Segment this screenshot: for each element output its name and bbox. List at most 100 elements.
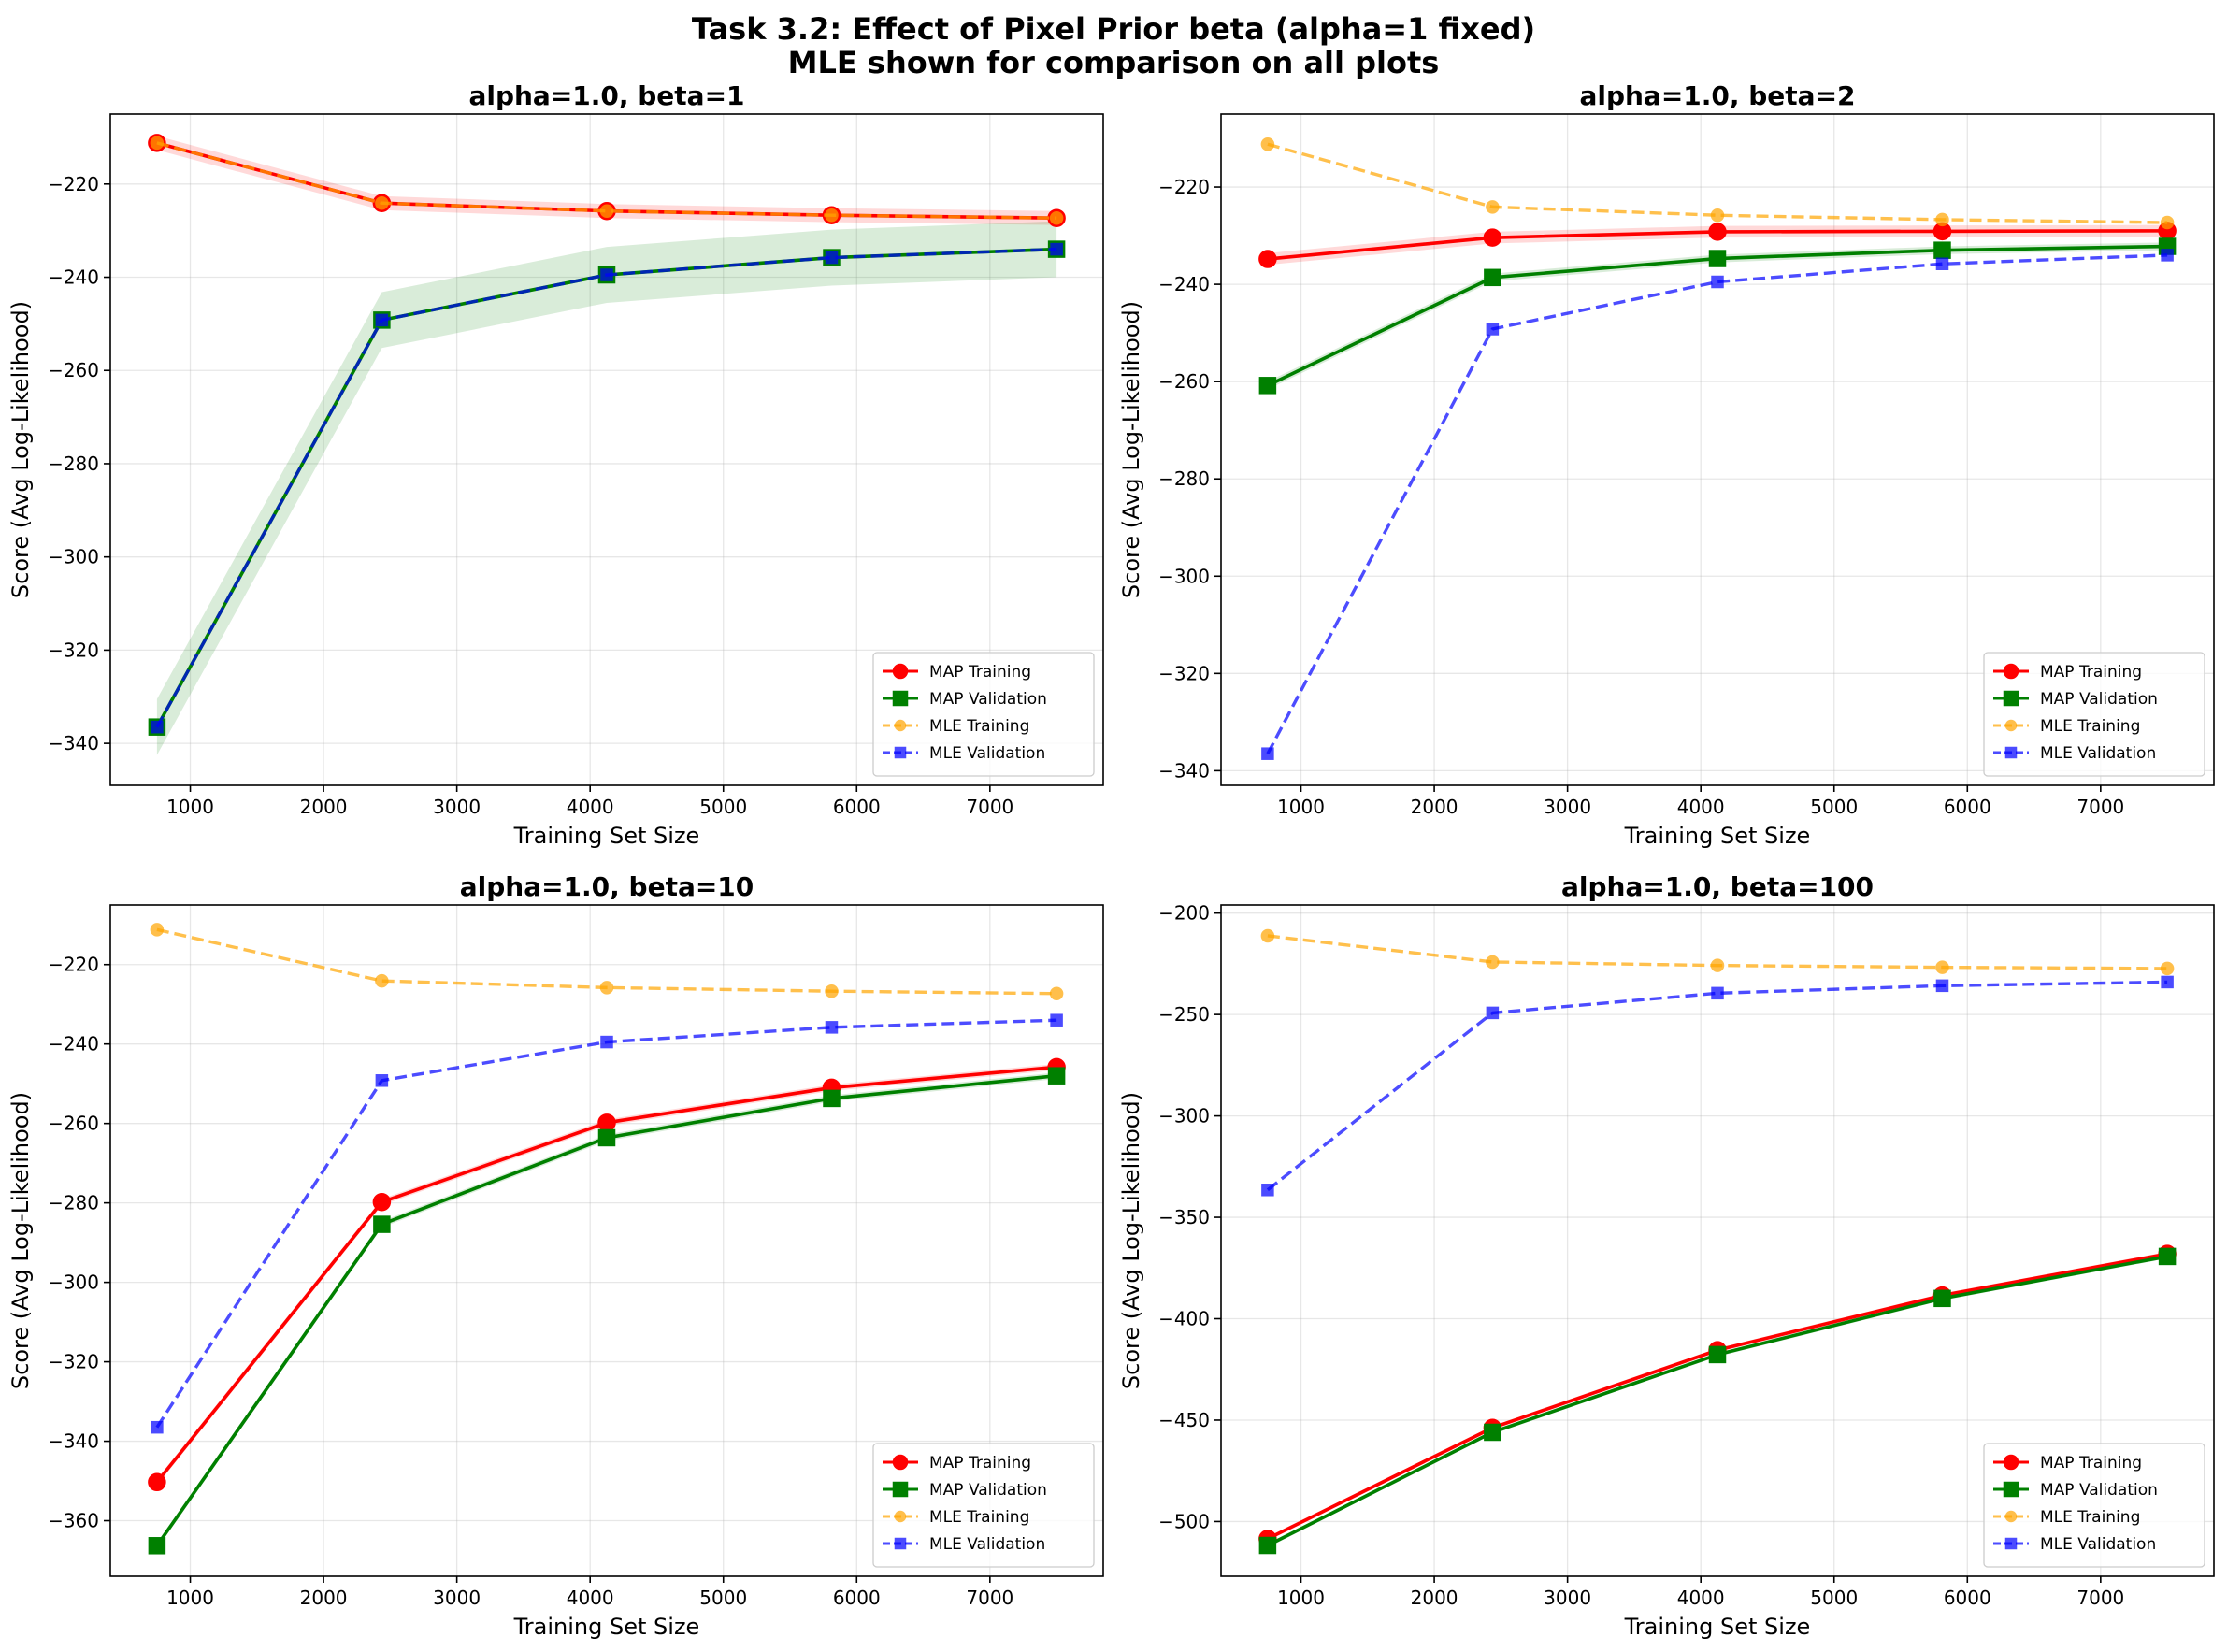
- x-tick-label: 2000: [300, 1587, 348, 1609]
- legend-marker: [894, 1510, 907, 1523]
- data-point: [1486, 955, 1500, 970]
- x-tick-label: 6000: [833, 1587, 881, 1609]
- legend-label: MAP Training: [929, 1454, 1031, 1472]
- y-tick-label: −220: [48, 954, 99, 976]
- axes-frame: [109, 904, 1104, 1577]
- subplot-grid: 1000 2000 3000 4000 5000 6000 7000 −340 −320 −300…: [7, 80, 2215, 1640]
- x-axis: 1000 2000 3000 4000 5000 6000 7000: [1277, 785, 2124, 818]
- figure-title-line1: Task 3.2: Effect of Pixel Prior beta (al…: [692, 11, 1535, 47]
- data-point: [597, 1128, 616, 1147]
- legend-marker: [894, 746, 907, 759]
- data-point: [1050, 242, 1063, 256]
- x-tick-label: 6000: [1944, 796, 1991, 818]
- x-tick-label: 2000: [300, 796, 348, 818]
- x-tick-label: 3000: [1544, 1587, 1591, 1609]
- x-tick-label: 5000: [1810, 1587, 1858, 1609]
- data-point: [1047, 1067, 1066, 1085]
- data-point: [1711, 275, 1724, 289]
- y-tick-label: −220: [48, 173, 99, 195]
- y-tick-label: −240: [1158, 273, 1210, 295]
- x-tick-label: 4000: [567, 796, 614, 818]
- data-point: [825, 1021, 839, 1034]
- y-tick-label: −250: [1158, 1003, 1210, 1026]
- data-point: [600, 268, 613, 281]
- x-tick-label: 1000: [166, 1587, 214, 1609]
- data-point: [1486, 200, 1500, 214]
- series-mle-validation: [151, 242, 1063, 734]
- data-point: [375, 195, 389, 210]
- data-point: [2158, 1247, 2177, 1266]
- y-tick-label: −200: [1158, 902, 1210, 925]
- legend-marker: [892, 1481, 909, 1498]
- x-tick-label: 6000: [833, 796, 881, 818]
- legend-label: MAP Training: [2040, 1454, 2142, 1472]
- x-tick-label: 4000: [1677, 1587, 1725, 1609]
- y-axis-label: Score (Avg Log-Likelihood): [7, 1092, 34, 1389]
- x-tick-label: 4000: [1677, 796, 1725, 818]
- legend-label: MAP Validation: [2040, 1481, 2158, 1500]
- x-axis-label: Training Set Size: [1624, 823, 1811, 849]
- y-tick-label: −320: [48, 639, 99, 661]
- y-tick-label: −260: [1158, 370, 1210, 393]
- y-tick-label: −360: [48, 1510, 99, 1532]
- series-map-training: [148, 1057, 1066, 1492]
- y-axis-label: Score (Avg Log-Likelihood): [1118, 1092, 1144, 1389]
- data-point: [1049, 986, 1064, 1000]
- series-map-validation: [148, 1067, 1066, 1555]
- legend-marker: [892, 690, 909, 707]
- x-tick-label: 7000: [2076, 1587, 2124, 1609]
- series-band: [156, 221, 1057, 755]
- y-tick-label: −280: [48, 453, 99, 475]
- x-tick-label: 6000: [1944, 1587, 1991, 1609]
- x-axis: 1000 2000 3000 4000 5000 6000 7000: [1277, 1576, 2124, 1609]
- legend-label: MLE Validation: [929, 1535, 1045, 1554]
- data-point: [1710, 958, 1725, 972]
- x-tick-label: 7000: [966, 1587, 1013, 1609]
- legend-marker: [2003, 1481, 2019, 1498]
- y-tick-label: −320: [48, 1351, 99, 1373]
- grid: [110, 905, 1103, 1576]
- data-point: [1261, 1184, 1274, 1197]
- data-point: [1708, 1345, 1727, 1364]
- x-tick-label: 7000: [966, 796, 1013, 818]
- data-point: [1258, 1536, 1277, 1555]
- data-point: [1935, 960, 1949, 974]
- data-point: [148, 1537, 166, 1555]
- x-tick-label: 1000: [166, 796, 214, 818]
- legend-label: MLE Validation: [2040, 744, 2156, 763]
- legend-frame: [1983, 652, 2205, 777]
- y-axis: −340 −320 −300 −280 −260 −240 −220: [48, 173, 110, 754]
- legend-label: MLE Training: [2040, 1508, 2140, 1527]
- plot-area: [148, 923, 1066, 1555]
- y-axis-label: Score (Avg Log-Likelihood): [1118, 301, 1144, 598]
- x-axis-label: Training Set Size: [1624, 1614, 1811, 1640]
- legend-marker: [2004, 1537, 2018, 1550]
- legend: MAP Training MAP Validation MLE Training ML…: [1983, 652, 2205, 777]
- legend: MAP Training MAP Validation MLE Training ML…: [872, 652, 1095, 777]
- x-axis: 1000 2000 3000 4000 5000 6000 7000: [166, 785, 1013, 818]
- x-tick-label: 7000: [2076, 796, 2124, 818]
- subplot-2: 1000 2000 3000 4000 5000 6000 7000 −340 −320 −300…: [1118, 80, 2215, 849]
- x-tick-label: 3000: [1544, 796, 1591, 818]
- legend-label: MAP Training: [929, 663, 1031, 682]
- data-point: [1486, 1006, 1500, 1020]
- data-point: [2160, 961, 2175, 976]
- legend-label: MAP Validation: [929, 690, 1047, 709]
- x-axis: 1000 2000 3000 4000 5000 6000 7000: [166, 1576, 1013, 1609]
- series-mle-training: [1260, 928, 2175, 976]
- data-point: [2161, 249, 2174, 262]
- y-tick-label: −350: [1158, 1206, 1210, 1228]
- y-tick-label: −450: [1158, 1409, 1210, 1431]
- data-point: [1935, 257, 1949, 270]
- legend-marker: [892, 1454, 909, 1471]
- legend-label: MAP Training: [2040, 663, 2142, 682]
- series-mle-validation: [151, 1013, 1063, 1434]
- data-point: [1050, 1013, 1063, 1027]
- y-tick-label: −220: [1158, 176, 1210, 198]
- series-mle-training: [1260, 137, 2175, 230]
- x-tick-label: 5000: [699, 1587, 747, 1609]
- y-tick-label: −240: [48, 266, 99, 289]
- data-point: [1484, 268, 1501, 287]
- subplot-title: alpha=1.0, beta=2: [1579, 80, 1855, 111]
